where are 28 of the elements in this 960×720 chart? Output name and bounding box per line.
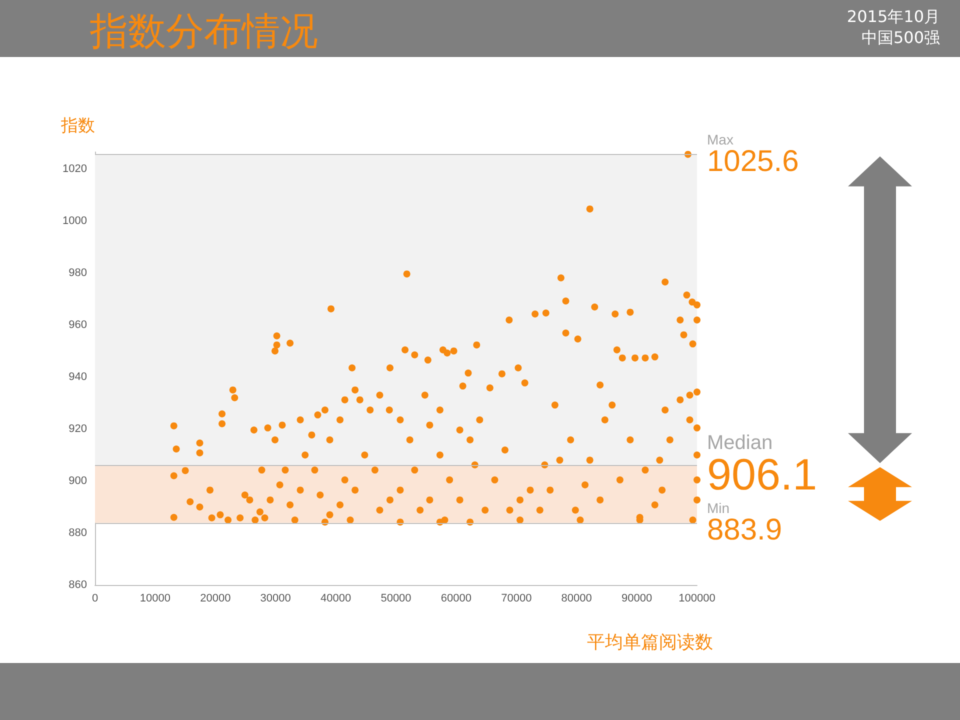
y-tick-label: 860: [68, 579, 87, 591]
y-axis-title: 指数: [60, 116, 95, 135]
x-tick-label: 20000: [200, 592, 231, 604]
y-tick-label: 960: [68, 318, 87, 331]
text: 中国500强: [860, 27, 940, 48]
ref-line-label: Median 906.1: [707, 432, 818, 500]
x-tick-label: 100000: [678, 592, 716, 604]
x-tick-label: 60000: [440, 592, 472, 604]
x-tick-label: 80000: [561, 592, 592, 604]
y-tick-label: 1020: [62, 162, 87, 175]
y-tick-label: 920: [68, 422, 87, 435]
ref-line-label: Min 883.9: [707, 500, 782, 546]
x-tick-label: 40000: [320, 592, 352, 604]
text: 2015年10月: [846, 6, 940, 27]
y-tick-label: 1000: [62, 214, 87, 227]
x-tick-label: 70000: [501, 592, 532, 604]
x-tick-label: 10000: [140, 592, 170, 604]
y-tick-label: 880: [68, 526, 87, 539]
y-tick-label: 980: [68, 266, 87, 279]
y-tick-label: 900: [68, 474, 87, 487]
x-tick-label: 90000: [622, 592, 652, 604]
ref-line-label: Max 1025.6: [707, 131, 799, 178]
y-tick-label: 940: [68, 370, 87, 383]
x-tick-label: 0: [92, 592, 98, 604]
x-axis-title: 平均单篇阅读数: [587, 632, 713, 652]
x-tick-label: 50000: [380, 592, 412, 604]
x-tick-label: 30000: [260, 592, 291, 604]
chart-title: 指数分布情况: [90, 8, 318, 55]
